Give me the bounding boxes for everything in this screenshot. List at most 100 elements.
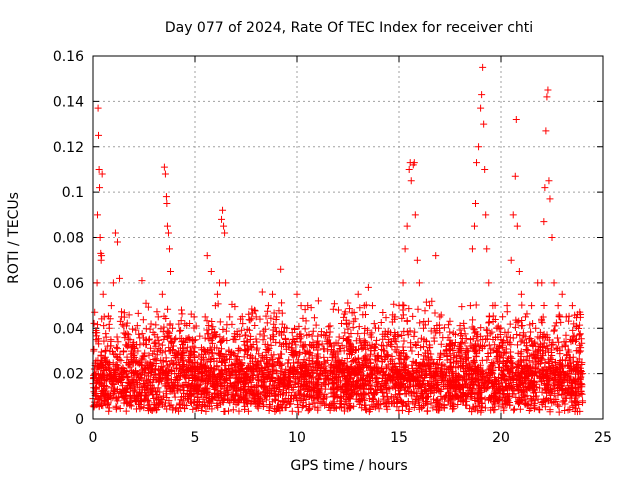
- data-point: [299, 371, 307, 379]
- data-point: [94, 104, 102, 112]
- data-point: [560, 390, 568, 398]
- data-point: [358, 345, 366, 353]
- data-point: [469, 359, 477, 367]
- y-tick-label: 0: [75, 412, 84, 428]
- data-point: [229, 406, 237, 414]
- data-point: [495, 363, 503, 371]
- data-point: [128, 344, 136, 352]
- data-point: [540, 302, 548, 310]
- data-point: [519, 380, 527, 388]
- data-point: [136, 405, 144, 413]
- data-point: [397, 350, 405, 358]
- data-point: [190, 362, 198, 370]
- data-point: [334, 350, 342, 358]
- data-point: [395, 407, 403, 415]
- data-point: [177, 306, 185, 314]
- data-point: [555, 402, 563, 410]
- data-point: [465, 375, 473, 383]
- data-point: [293, 290, 301, 298]
- data-point: [402, 361, 410, 369]
- data-point: [309, 373, 317, 381]
- data-point: [361, 396, 369, 404]
- data-point: [312, 321, 320, 329]
- data-point: [570, 376, 578, 384]
- data-point: [340, 313, 348, 321]
- data-point: [300, 356, 308, 364]
- data-point: [366, 406, 374, 414]
- data-point: [141, 349, 149, 357]
- data-point: [419, 324, 427, 332]
- data-point: [147, 320, 155, 328]
- data-point: [421, 307, 429, 315]
- data-point: [530, 350, 538, 358]
- data-point: [226, 313, 234, 321]
- data-point: [468, 245, 476, 253]
- data-point: [355, 396, 363, 404]
- data-point: [494, 376, 502, 384]
- data-point: [461, 339, 469, 347]
- data-point: [447, 340, 455, 348]
- data-point: [521, 364, 529, 372]
- data-point: [426, 302, 434, 310]
- data-point: [260, 401, 268, 409]
- data-point: [576, 321, 584, 329]
- data-point: [258, 288, 266, 296]
- data-point: [187, 382, 195, 390]
- data-point: [314, 395, 322, 403]
- data-point: [409, 312, 417, 320]
- data-point: [249, 341, 257, 349]
- data-point: [192, 322, 200, 330]
- data-point: [221, 229, 229, 237]
- data-point: [248, 353, 256, 361]
- data-point: [545, 365, 553, 373]
- data-point: [540, 218, 548, 226]
- data-point: [187, 310, 195, 318]
- data-point: [424, 393, 432, 401]
- data-point: [429, 404, 437, 412]
- data-point: [439, 376, 447, 384]
- data-point: [234, 383, 242, 391]
- data-point: [355, 364, 363, 372]
- data-point: [229, 371, 237, 379]
- data-point: [139, 316, 147, 324]
- data-point: [160, 335, 168, 343]
- data-point: [248, 305, 256, 313]
- data-point: [538, 279, 546, 287]
- data-point: [175, 369, 183, 377]
- data-point: [288, 329, 296, 337]
- data-point: [554, 365, 562, 373]
- data-point: [145, 335, 153, 343]
- x-tick-label: 5: [191, 430, 200, 446]
- data-point: [491, 301, 499, 309]
- data-point: [344, 325, 352, 333]
- data-point: [405, 369, 413, 377]
- data-point: [99, 290, 107, 298]
- data-point: [535, 369, 543, 377]
- data-point: [320, 358, 328, 366]
- data-point: [424, 317, 432, 325]
- data-point: [166, 347, 174, 355]
- data-point: [176, 356, 184, 364]
- data-point: [505, 382, 513, 390]
- data-point: [150, 355, 158, 363]
- data-point: [556, 375, 564, 383]
- data-point: [291, 392, 299, 400]
- data-point: [399, 279, 407, 287]
- data-point: [453, 392, 461, 400]
- data-point: [150, 400, 158, 408]
- data-point: [445, 341, 453, 349]
- data-point: [366, 404, 374, 412]
- data-point: [474, 330, 482, 338]
- data-point: [181, 339, 189, 347]
- data-point: [421, 372, 429, 380]
- data-point: [296, 330, 304, 338]
- data-point: [510, 390, 518, 398]
- data-point: [180, 345, 188, 353]
- data-point: [188, 372, 196, 380]
- data-point: [479, 366, 487, 374]
- data-point: [161, 170, 169, 178]
- data-point: [373, 370, 381, 378]
- data-point: [305, 400, 313, 408]
- data-point: [241, 331, 249, 339]
- data-point: [310, 385, 318, 393]
